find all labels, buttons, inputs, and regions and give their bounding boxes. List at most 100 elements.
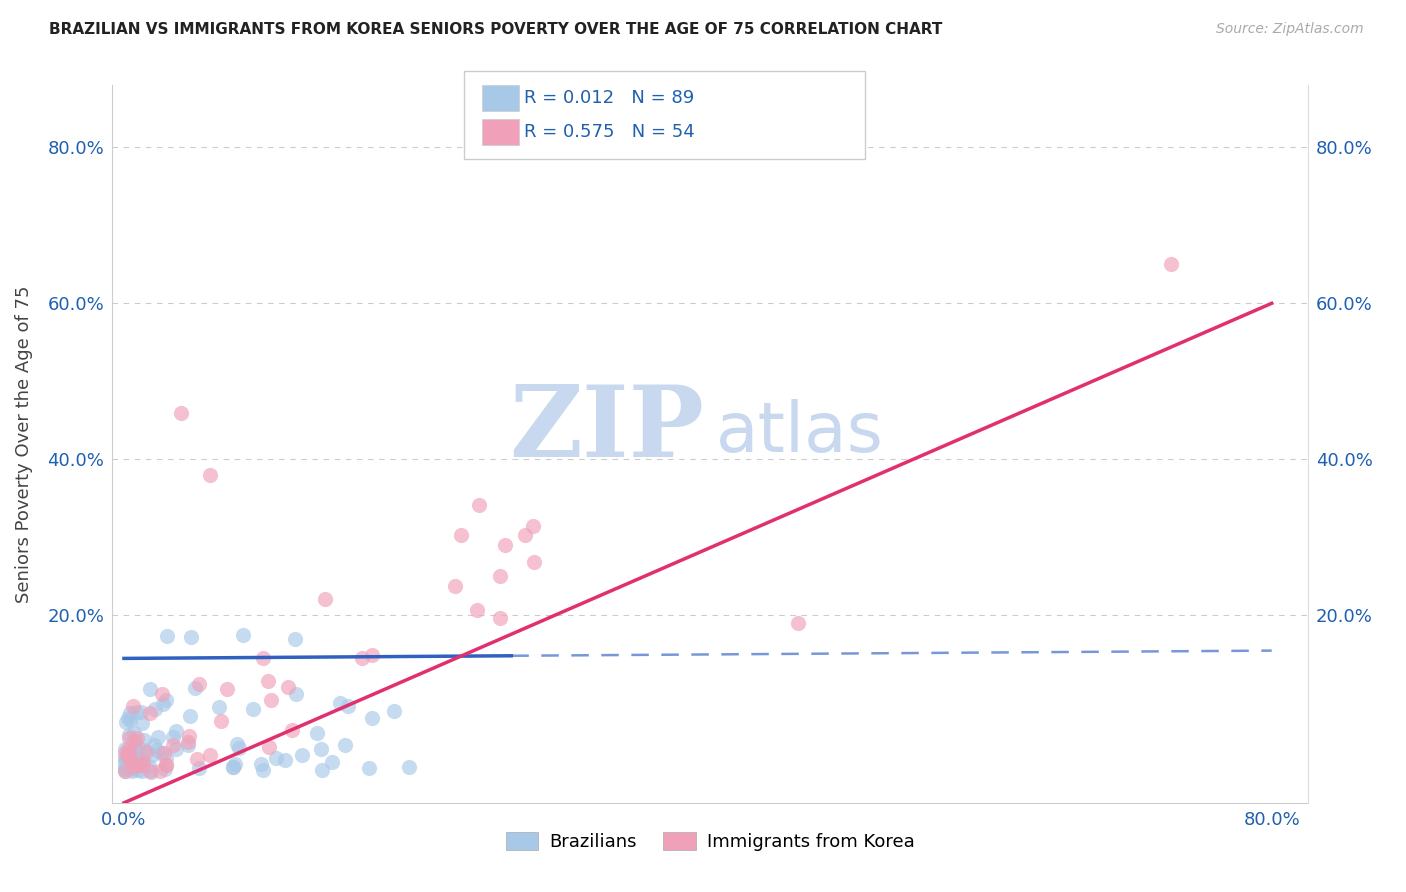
Point <box>188 677 211 691</box>
Point <box>259 739 281 754</box>
Point <box>143 701 166 715</box>
Point <box>117 742 139 756</box>
Point <box>309 742 332 756</box>
Point <box>118 728 141 742</box>
Point <box>145 743 167 757</box>
Point <box>114 764 136 779</box>
Text: R = 0.012   N = 89: R = 0.012 N = 89 <box>524 89 695 107</box>
Point <box>222 760 245 774</box>
Point <box>307 726 329 740</box>
Point <box>274 753 297 767</box>
Point <box>360 711 382 725</box>
Point <box>162 738 184 752</box>
Point <box>122 760 145 774</box>
Point <box>117 745 139 759</box>
Point <box>128 758 150 772</box>
Point <box>132 756 155 771</box>
Point <box>165 742 187 756</box>
Point <box>250 757 273 772</box>
Point <box>132 754 155 768</box>
Point <box>198 467 221 482</box>
Point <box>152 746 174 760</box>
Point <box>155 693 177 707</box>
Text: ZIP: ZIP <box>509 381 704 478</box>
Point <box>336 699 359 714</box>
Point <box>156 629 179 643</box>
Point <box>398 760 420 774</box>
Point <box>124 757 146 772</box>
Point <box>117 711 139 725</box>
Point <box>127 763 149 777</box>
Point <box>122 734 145 748</box>
Point <box>208 700 231 714</box>
Point <box>118 761 141 775</box>
Point <box>284 632 307 646</box>
Point <box>215 681 238 696</box>
Point <box>124 706 146 720</box>
Point <box>118 758 141 772</box>
Point <box>127 752 149 766</box>
Point <box>170 405 193 420</box>
Point <box>360 648 382 663</box>
Point <box>1160 257 1182 271</box>
Point <box>252 763 274 777</box>
Point <box>114 742 136 756</box>
Point <box>127 745 149 759</box>
Point <box>224 756 246 771</box>
Point <box>357 761 380 775</box>
Point <box>285 687 308 701</box>
Point <box>232 628 254 642</box>
Point <box>465 603 488 617</box>
Point <box>114 754 136 768</box>
Point <box>225 737 247 751</box>
Point <box>522 519 544 533</box>
Point <box>118 731 141 746</box>
Point <box>468 498 491 512</box>
Point <box>115 714 138 729</box>
Point <box>139 764 162 778</box>
Point <box>155 757 177 772</box>
Text: atlas: atlas <box>716 400 884 467</box>
Point <box>382 704 405 718</box>
Point <box>139 681 162 696</box>
Point <box>177 729 200 743</box>
Point <box>488 611 510 625</box>
Point <box>494 538 516 552</box>
Point <box>177 738 200 752</box>
Point <box>264 750 287 764</box>
Point <box>787 616 810 631</box>
Point <box>165 723 187 738</box>
Point <box>120 747 142 762</box>
Point <box>121 699 143 714</box>
Point <box>121 751 143 765</box>
Legend: Brazilians, Immigrants from Korea: Brazilians, Immigrants from Korea <box>498 824 922 858</box>
Point <box>252 651 274 665</box>
Point <box>149 746 172 760</box>
Point <box>118 749 141 764</box>
Point <box>131 715 153 730</box>
Point <box>155 750 177 764</box>
Point <box>187 761 209 775</box>
Point <box>124 743 146 757</box>
Point <box>523 555 546 569</box>
Point <box>115 752 138 766</box>
Point <box>333 738 356 752</box>
Point <box>117 749 139 764</box>
Point <box>114 747 136 761</box>
Point <box>122 762 145 776</box>
Point <box>314 592 336 607</box>
Point <box>311 763 333 777</box>
Point <box>124 733 146 747</box>
Point <box>125 748 148 763</box>
Point <box>120 714 142 728</box>
Point <box>121 756 143 771</box>
Point <box>155 758 177 772</box>
Point <box>277 680 299 694</box>
Point <box>177 735 200 749</box>
Point <box>115 750 138 764</box>
Point <box>138 706 160 720</box>
Point <box>114 764 136 779</box>
Point <box>132 732 155 747</box>
Point <box>443 579 465 593</box>
Point <box>515 528 537 542</box>
